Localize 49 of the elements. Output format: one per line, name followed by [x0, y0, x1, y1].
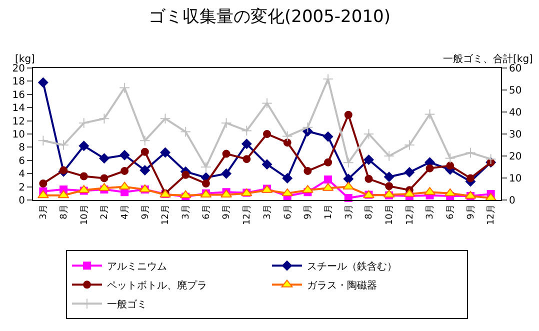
legend-label: ペットボトル、廃プラ — [107, 280, 207, 292]
y-tick-label: 6 — [18, 156, 25, 167]
x-tick-label: 8月 — [364, 204, 375, 220]
x-tick-label: 3月 — [182, 204, 192, 220]
x-tick-label: 3月 — [262, 204, 273, 220]
y-tick-label: 14 — [12, 103, 25, 114]
x-tick-label: 6月 — [202, 204, 212, 220]
y-tick-label: 8 — [18, 142, 25, 154]
x-tick-label: 2月 — [100, 204, 110, 220]
chart-title: ゴミ収集量の変化(2005-2010) — [148, 6, 390, 27]
y2-tick-label: 60 — [509, 64, 522, 74]
y2-axis-title: 一般ゴミ、合計[kg] — [443, 53, 534, 65]
x-tick-label: 9月 — [466, 204, 476, 220]
y-tick-label: 4 — [18, 169, 25, 180]
y2-tick-label: 20 — [509, 152, 522, 162]
x-tick-label: 12月 — [161, 204, 172, 226]
x-tick-label: 10月 — [385, 204, 396, 226]
x-tick-label: 12月 — [405, 204, 416, 226]
x-tick-label: 9月 — [304, 204, 314, 220]
y-tick-label: 18 — [12, 76, 25, 88]
x-tick-label: 9月 — [140, 204, 151, 220]
y-tick-label: 10 — [12, 130, 25, 140]
y2-tick-label: 10 — [509, 174, 522, 184]
x-tick-label: 3月 — [344, 204, 354, 220]
x-tick-label: 3月 — [39, 204, 50, 220]
y-tick-label: 12 — [12, 116, 25, 128]
x-tick-label: 6月 — [283, 204, 294, 220]
legend-label: ガラス・陶磁器 — [307, 280, 377, 292]
y-tick-label: 16 — [12, 90, 25, 101]
legend-label: 一般ゴミ — [107, 298, 147, 311]
legend-label: アルミニウム — [107, 262, 167, 273]
y2-tick-label: 50 — [509, 86, 522, 96]
x-tick-label: 8月 — [59, 204, 70, 220]
x-tick-label: 10月 — [80, 204, 90, 226]
x-tick-label: 12月 — [486, 204, 497, 226]
y-tick-label: 2 — [18, 182, 25, 194]
y2-tick-label: 0 — [509, 196, 516, 206]
x-tick-label: 9月 — [222, 204, 232, 220]
y2-tick-label: 40 — [509, 108, 522, 118]
x-tick-label: 12月 — [242, 204, 253, 226]
y-axis-title: [kg] — [15, 54, 36, 65]
y-tick-label: 20 — [12, 64, 25, 74]
y-tick-label: 0 — [18, 196, 25, 206]
x-tick-label: 3月 — [426, 204, 436, 220]
x-tick-label: 6月 — [446, 204, 456, 220]
x-tick-label: 1月 — [324, 204, 334, 220]
x-tick-label: 4月 — [120, 204, 130, 220]
legend-label: スチール（鉄含む） — [307, 260, 397, 273]
y2-tick-label: 30 — [509, 130, 522, 140]
